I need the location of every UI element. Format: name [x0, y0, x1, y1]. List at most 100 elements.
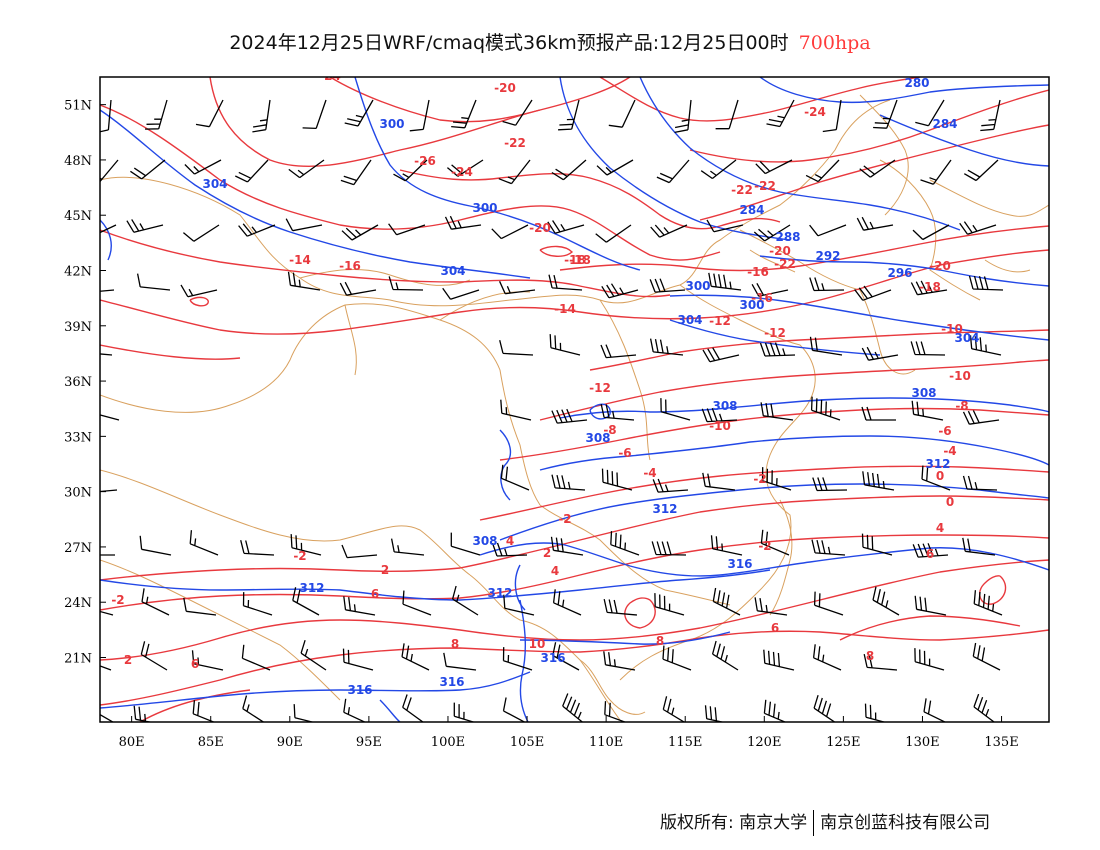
country-border-line [100, 469, 471, 576]
wind-barb [702, 472, 736, 491]
wind-barb [502, 697, 526, 722]
wind-barb [710, 535, 743, 556]
temperature-contour-label: -16 [751, 291, 773, 305]
wind-barb [192, 700, 216, 722]
temperature-contour-label: 6 [191, 657, 199, 671]
country-borders [100, 94, 1049, 721]
geopotential-contour-line [539, 435, 1049, 471]
wind-barb [921, 465, 951, 491]
wind-barb [760, 402, 794, 421]
wind-barb [551, 474, 586, 491]
geopotential-labels: 3003043003042842882922963003042802843083… [202, 77, 979, 697]
wind-barb [139, 535, 172, 556]
wind-barb [242, 695, 265, 722]
temperature-contour-label: -22 [504, 136, 526, 150]
country-border-line [599, 299, 651, 461]
wind-barb [195, 99, 224, 128]
geopotential-contour-label: 308 [712, 399, 737, 413]
wind-barb [285, 218, 323, 232]
wind-barb [923, 698, 947, 722]
wind-barb [656, 159, 690, 184]
temperature-contour-label: -14 [554, 302, 576, 316]
wind-barb [343, 698, 367, 722]
wind-barb [595, 224, 632, 243]
geopotential-contour-line [639, 77, 961, 231]
wind-barb [491, 542, 528, 557]
wind-barb [715, 99, 739, 130]
country-border-line [100, 303, 541, 506]
lat-tick-label: 39N [64, 320, 92, 335]
geopotential-contour-line [879, 114, 1049, 167]
wind-barb [500, 399, 532, 421]
temperature-contour-line [699, 124, 1049, 221]
wind-barb [500, 464, 530, 491]
wind-barb [287, 271, 321, 291]
country-border-line [579, 659, 646, 715]
wind-barb [962, 537, 996, 556]
temperature-contour-line [100, 629, 1049, 706]
temperature-contour-line [839, 615, 1021, 641]
temperature-contour-label: -20 [769, 244, 791, 258]
wind-barb [409, 99, 430, 132]
temperature-contour-label: -10 [949, 369, 971, 383]
lon-tick-label: 95E [356, 735, 382, 750]
copyright-text: 版权所有: 南京大学 [660, 813, 808, 833]
wind-barb [402, 590, 432, 616]
lon-tick-label: 130E [905, 735, 939, 750]
geopotential-contour-label: 300 [379, 117, 404, 131]
map-title: 2024年12月25日WRF/cmaq模式36km预报产品:12月25日00时 7… [0, 28, 1100, 55]
wind-barb [100, 224, 117, 234]
wind-barb [914, 595, 947, 616]
temperature-contour-label: -12 [764, 326, 786, 340]
geopotential-contour-label: 316 [727, 557, 752, 571]
wind-barb [969, 335, 1002, 356]
wind-barb [809, 224, 847, 237]
temperature-contour-label: -2 [558, 512, 571, 526]
wind-barb [763, 649, 795, 671]
wind-barb [910, 280, 948, 296]
temperature-contour-label: 4 [551, 564, 559, 578]
country-border-line [859, 289, 916, 375]
country-border-line [619, 284, 816, 681]
wind-barb [388, 276, 424, 291]
lon-tick-label: 125E [826, 735, 860, 750]
wind-barb [549, 334, 581, 356]
lat-tick-label: 51N [64, 99, 92, 114]
temperature-contour-label: -10 [709, 419, 731, 433]
temperature-contour-label: -12 [709, 314, 731, 328]
wind-barb [100, 414, 120, 421]
wind-barb [712, 587, 741, 616]
wind-barbs [100, 99, 1004, 722]
wind-barb [140, 641, 168, 671]
temperature-contour-label: -8 [603, 423, 616, 437]
temperature-contour-label: 8 [451, 637, 459, 651]
wind-barb [189, 530, 219, 556]
geopotential-contour-label: 308 [472, 534, 497, 548]
wind-barb [651, 541, 687, 556]
wind-barb [963, 159, 999, 182]
wind-barb [552, 589, 582, 616]
wind-barb [402, 694, 424, 722]
wind-barb [180, 284, 218, 298]
wind-barb [499, 340, 534, 356]
map-plot-area: -24-20-22-26-24-22-18-14 -16-20-18-20-22-… [100, 77, 1049, 722]
geopotential-contour-line [100, 671, 531, 709]
wind-barb [547, 220, 585, 234]
company-name: 南京创蓝科技有限公司 [820, 813, 991, 833]
geopotential-contour-label: 308 [585, 431, 610, 445]
geopotential-contour-label: 312 [652, 502, 677, 516]
temperature-contour-line [599, 77, 921, 122]
wind-barb [862, 471, 895, 491]
geopotential-contour-line [519, 631, 731, 645]
lon-tick-label: 115E [668, 735, 702, 750]
geopotential-contour-line [354, 77, 641, 271]
temperature-contour-label: -24 [804, 105, 826, 119]
geopotential-contour-line [559, 77, 791, 241]
lat-tick-label: 48N [64, 154, 92, 169]
geopotential-contour-label: 316 [540, 651, 565, 665]
wind-barb [654, 593, 685, 616]
wind-barb [811, 539, 846, 556]
temperature-contour-label: 0 [946, 495, 954, 509]
geopotential-contour-label: 304 [202, 177, 227, 191]
